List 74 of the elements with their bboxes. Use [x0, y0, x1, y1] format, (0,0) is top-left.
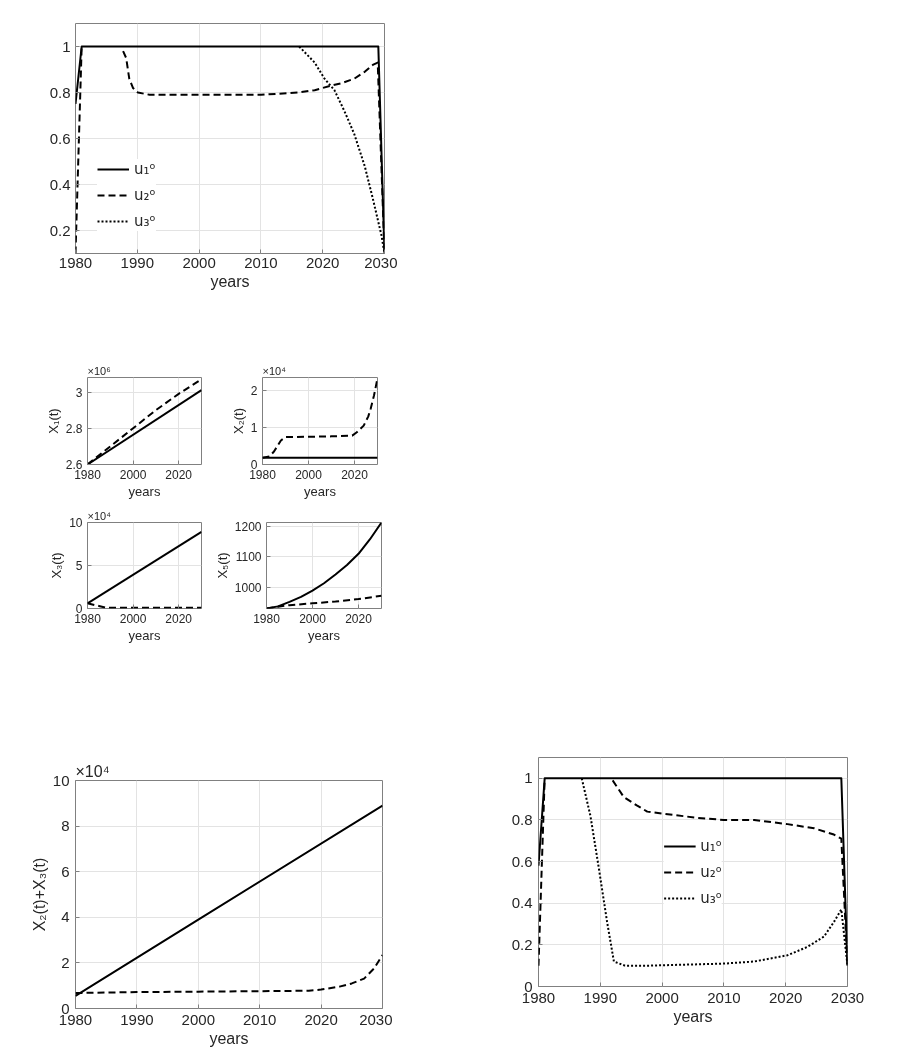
x-axis-title: years [308, 627, 341, 643]
y-tick-label: 1000 [234, 580, 262, 595]
y-tick-label: 0.6 [49, 129, 71, 147]
y-tick-label: 0.6 [511, 852, 533, 870]
x-tick-label: 2010 [243, 1010, 277, 1028]
x-axis-title: years [128, 627, 161, 643]
y-tick-label: 5 [75, 559, 83, 573]
y-tick-label: 1 [250, 420, 258, 435]
x-tick-label: 2030 [364, 253, 398, 271]
y-tick-label: 6 [61, 862, 70, 880]
x-tick-label: 2020 [304, 1010, 338, 1028]
x-tick-label: 2020 [769, 988, 803, 1006]
x-tick-label: 1990 [120, 253, 154, 271]
y-axis-title: X₅(t) [214, 552, 230, 579]
legend-label: u₁ᵒ [700, 836, 722, 855]
x-tick-label: 1990 [583, 988, 617, 1006]
y-tick-label: 2 [250, 383, 258, 398]
legend-label: u₁ᵒ [134, 160, 156, 178]
x-tick-label: 2000 [181, 1010, 215, 1028]
x-tick-label: 1980 [253, 611, 281, 626]
legend-label: u₃ᵒ [700, 888, 722, 907]
text: ×10⁴ [87, 510, 112, 522]
x-tick-label: 2010 [244, 253, 278, 271]
y-tick-label: 0.4 [511, 894, 533, 912]
x-tick-label: 2020 [341, 467, 369, 482]
y-tick-label: 1100 [235, 550, 262, 565]
y-tick-label: 8 [61, 817, 70, 835]
y-tick-label: 2.8 [65, 421, 83, 436]
y-tick-label: 1200 [234, 519, 262, 534]
y-tick-label: 3 [75, 385, 83, 400]
x-tick-label: 2020 [165, 467, 193, 482]
y-tick-label: 0.2 [49, 221, 71, 239]
y-axis-title: X₁(t) [45, 408, 61, 434]
y-tick-label: 2 [61, 953, 70, 971]
x-tick-label: 2010 [707, 988, 741, 1006]
y-tick-label: 0.8 [511, 810, 533, 828]
x-tick-label: 1980 [58, 253, 93, 271]
y-tick-label: 4 [61, 908, 70, 926]
x-tick-label: 1990 [120, 1010, 154, 1028]
y-tick-label: 1 [62, 37, 71, 55]
x-tick-label: 2030 [359, 1010, 393, 1028]
x-axis-title: years [209, 1029, 249, 1047]
y-tick-label: 0 [250, 458, 258, 472]
y-tick-label: 0.2 [511, 935, 533, 953]
y-tick-label: 0.8 [49, 83, 71, 101]
legend-label: u₂ᵒ [700, 862, 722, 881]
x-tick-label: 2000 [119, 467, 147, 482]
y-axis-title: X₂(t)+X₃(t) [30, 857, 48, 932]
x-tick-label: 2000 [182, 253, 216, 271]
x-tick-label: 2000 [295, 467, 323, 482]
x-axis-title: years [304, 483, 337, 499]
text: ×10⁴ [262, 365, 287, 377]
x-axis-title: years [673, 1007, 713, 1025]
x-tick-label: 2020 [165, 611, 193, 626]
y-tick-label: 10 [52, 771, 70, 789]
x-tick-label: 2020 [345, 611, 373, 626]
y-tick-label: 2.6 [65, 458, 83, 472]
text: ×10⁴ [75, 763, 110, 780]
text: ×10⁶ [87, 365, 111, 377]
x-tick-label: 2020 [306, 253, 340, 271]
legend-label: u₃ᵒ [134, 212, 156, 230]
x-tick-label: 2000 [645, 988, 679, 1006]
x-axis-title: years [210, 272, 250, 290]
x-tick-label: 2030 [830, 988, 865, 1006]
y-tick-label: 0 [75, 602, 83, 616]
x-tick-label: 2000 [119, 611, 147, 626]
y-axis-title: X₃(t) [49, 552, 65, 579]
x-tick-label: 2000 [299, 611, 327, 626]
y-tick-label: 1 [524, 769, 533, 787]
legend-label: u₂ᵒ [134, 186, 156, 204]
y-axis-title: X₂(t) [230, 407, 246, 434]
y-tick-label: 10 [69, 516, 83, 530]
y-tick-label: 0.4 [49, 175, 71, 193]
x-axis-title: years [128, 483, 161, 499]
